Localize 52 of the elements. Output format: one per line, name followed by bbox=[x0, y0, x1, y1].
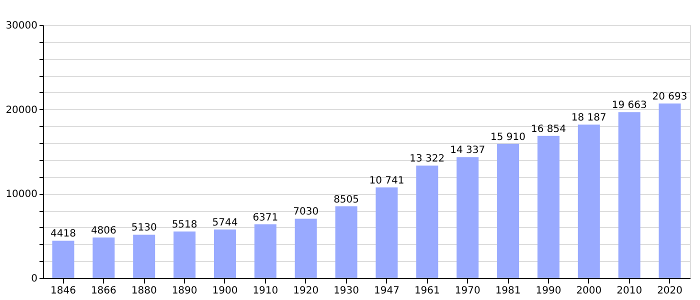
bar bbox=[376, 187, 398, 278]
data-label: 14 337 bbox=[450, 145, 486, 156]
x-tick-label: 1970 bbox=[454, 286, 480, 296]
data-label: 5518 bbox=[172, 219, 198, 230]
y-tick-label: 30000 bbox=[6, 20, 38, 32]
bar bbox=[52, 240, 74, 278]
bar bbox=[456, 157, 479, 278]
data-label: 5130 bbox=[131, 222, 157, 234]
data-label: 4418 bbox=[50, 228, 76, 240]
data-label: 5744 bbox=[212, 218, 238, 229]
bar bbox=[254, 224, 276, 278]
x-tick-label: 1890 bbox=[172, 286, 198, 296]
data-label: 8505 bbox=[334, 194, 360, 206]
x-tick-label: 1920 bbox=[293, 286, 319, 296]
x-tick-label: 2010 bbox=[616, 286, 642, 296]
y-tick-label: 0 bbox=[31, 274, 38, 284]
bar bbox=[618, 112, 640, 278]
bar bbox=[335, 206, 358, 278]
data-label: 16 854 bbox=[530, 124, 566, 135]
x-tick-label: 1961 bbox=[414, 286, 440, 296]
bar bbox=[92, 237, 115, 278]
data-label: 4806 bbox=[90, 225, 116, 236]
x-tick-label: 1947 bbox=[374, 286, 400, 296]
x-tick-label: 1990 bbox=[536, 286, 562, 296]
bar bbox=[578, 124, 600, 278]
x-tick-label: 1866 bbox=[90, 286, 116, 296]
bar bbox=[133, 234, 156, 278]
data-label: 19 663 bbox=[612, 100, 647, 112]
bar bbox=[174, 231, 196, 278]
bar bbox=[658, 103, 681, 278]
x-tick-label: 1981 bbox=[495, 286, 521, 296]
bar bbox=[416, 166, 438, 278]
x-tick-label: 1910 bbox=[252, 286, 278, 296]
x-tick-label: 1930 bbox=[334, 286, 360, 296]
x-tick-label: 2020 bbox=[657, 286, 683, 296]
x-tick-label: 2000 bbox=[576, 286, 602, 296]
data-label: 20 693 bbox=[652, 91, 688, 102]
data-label: 15 910 bbox=[490, 132, 526, 143]
bar bbox=[537, 136, 560, 278]
x-tick-label: 1900 bbox=[212, 286, 238, 296]
data-label: 18 187 bbox=[571, 112, 606, 124]
y-tick-label: 20000 bbox=[6, 104, 38, 116]
data-label: 13 322 bbox=[410, 154, 445, 165]
x-tick-label: 1880 bbox=[131, 286, 157, 296]
bar bbox=[214, 230, 236, 278]
data-label: 7030 bbox=[293, 206, 319, 218]
data-label: 6371 bbox=[252, 212, 278, 224]
x-tick-label: 1846 bbox=[50, 286, 76, 296]
y-tick-label: 10000 bbox=[6, 189, 38, 200]
data-label: 10 741 bbox=[369, 175, 404, 186]
bar bbox=[294, 218, 317, 278]
bar bbox=[497, 144, 520, 278]
